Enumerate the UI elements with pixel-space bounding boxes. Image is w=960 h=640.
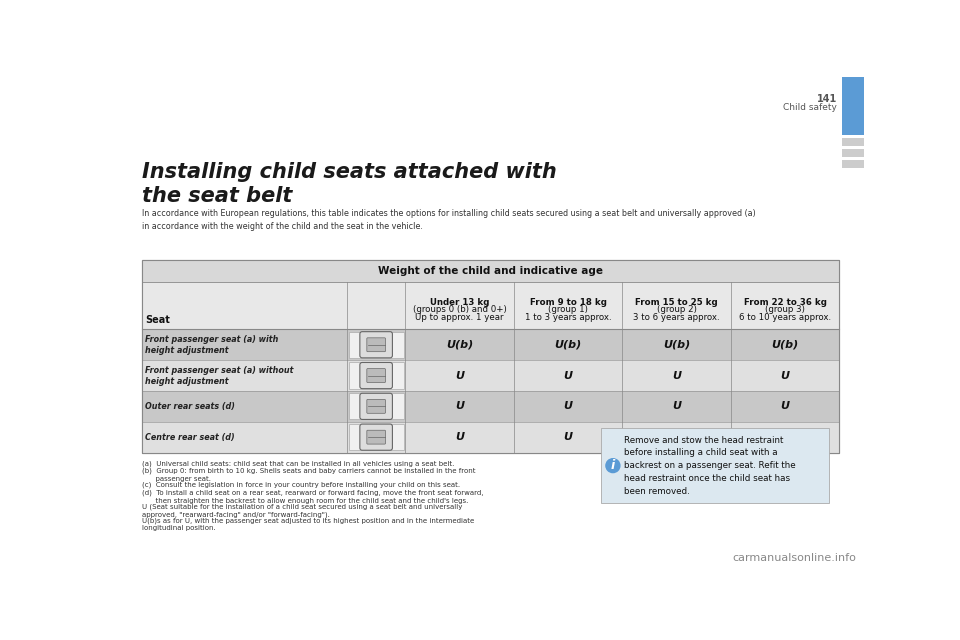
Text: (b)  Group 0: from birth to 10 kg. Shells seats and baby carriers cannot be inst: (b) Group 0: from birth to 10 kg. Shells… <box>142 468 475 482</box>
Text: Child safety: Child safety <box>783 103 837 112</box>
Text: U(b): U(b) <box>662 340 690 349</box>
Text: the seat belt: the seat belt <box>142 186 292 206</box>
Bar <box>142 260 839 452</box>
Bar <box>142 330 839 360</box>
Text: 6 to 10 years approx.: 6 to 10 years approx. <box>739 313 831 322</box>
FancyBboxPatch shape <box>360 393 393 419</box>
Text: U(b)s as for U, with the passenger seat adjusted to its highest position and in : U(b)s as for U, with the passenger seat … <box>142 517 474 531</box>
Text: U: U <box>564 371 572 381</box>
Text: U(b): U(b) <box>445 340 473 349</box>
Text: U: U <box>780 401 789 412</box>
Text: Seat: Seat <box>146 315 171 324</box>
Text: From 22 to 36 kg: From 22 to 36 kg <box>743 298 827 307</box>
Text: (group 2): (group 2) <box>657 305 696 314</box>
Text: (c)  Consult the legislation in force in your country before installing your chi: (c) Consult the legislation in force in … <box>142 482 460 488</box>
Text: U: U <box>672 432 681 442</box>
Text: Up to approx. 1 year: Up to approx. 1 year <box>415 313 504 322</box>
Text: U: U <box>780 371 789 381</box>
Bar <box>142 282 839 330</box>
FancyBboxPatch shape <box>367 430 385 444</box>
Text: U(b): U(b) <box>554 340 582 349</box>
Bar <box>601 428 829 504</box>
Text: U: U <box>780 432 789 442</box>
Text: U: U <box>672 401 681 412</box>
FancyBboxPatch shape <box>367 338 385 352</box>
Bar <box>142 360 839 391</box>
Text: U: U <box>564 401 572 412</box>
Text: U (Seat suitable for the installation of a child seat secured using a seat belt : U (Seat suitable for the installation of… <box>142 504 462 518</box>
Text: U: U <box>455 371 464 381</box>
Bar <box>142 260 839 282</box>
Circle shape <box>606 459 620 472</box>
Text: In accordance with European regulations, this table indicates the options for in: In accordance with European regulations,… <box>142 209 756 231</box>
Bar <box>842 77 864 134</box>
Text: 3 to 6 years approx.: 3 to 6 years approx. <box>634 313 720 322</box>
Text: U(b): U(b) <box>771 340 799 349</box>
Bar <box>842 149 864 157</box>
Text: 141: 141 <box>817 93 837 104</box>
Bar <box>142 260 839 452</box>
Text: i: i <box>611 459 615 472</box>
Text: U: U <box>455 401 464 412</box>
Text: Remove and stow the head restraint
before installing a child seat with a
backres: Remove and stow the head restraint befor… <box>624 436 796 496</box>
FancyBboxPatch shape <box>360 424 393 451</box>
FancyBboxPatch shape <box>367 399 385 413</box>
Text: U: U <box>455 432 464 442</box>
Text: Centre rear seat (d): Centre rear seat (d) <box>145 433 234 442</box>
Bar <box>142 422 839 452</box>
Text: Installing child seats attached with: Installing child seats attached with <box>142 161 557 182</box>
Bar <box>348 362 403 388</box>
Bar <box>348 393 403 419</box>
Text: Under 13 kg: Under 13 kg <box>430 298 490 307</box>
Text: (a)  Universal child seats: child seat that can be installed in all vehicles usi: (a) Universal child seats: child seat th… <box>142 460 454 467</box>
Text: 1 to 3 years approx.: 1 to 3 years approx. <box>524 313 612 322</box>
Text: From 15 to 25 kg: From 15 to 25 kg <box>636 298 718 307</box>
Text: Outer rear seats (d): Outer rear seats (d) <box>145 402 234 411</box>
Text: (groups 0 (b) and 0+): (groups 0 (b) and 0+) <box>413 305 506 314</box>
FancyBboxPatch shape <box>360 362 393 388</box>
FancyBboxPatch shape <box>360 332 393 358</box>
Text: (d)  To install a child seat on a rear seat, rearward or forward facing, move th: (d) To install a child seat on a rear se… <box>142 490 483 504</box>
Text: (group 1): (group 1) <box>548 305 588 314</box>
Text: U: U <box>564 432 572 442</box>
Bar <box>348 424 403 451</box>
Text: From 9 to 18 kg: From 9 to 18 kg <box>530 298 607 307</box>
Text: (group 3): (group 3) <box>765 305 804 314</box>
Text: Front passenger seat (a) with
height adjustment: Front passenger seat (a) with height adj… <box>145 335 278 355</box>
FancyBboxPatch shape <box>367 369 385 383</box>
Bar <box>842 160 864 168</box>
Text: U: U <box>672 371 681 381</box>
Bar <box>842 138 864 146</box>
Text: carmanualsonline.info: carmanualsonline.info <box>732 554 856 563</box>
Text: Weight of the child and indicative age: Weight of the child and indicative age <box>378 266 603 276</box>
Bar <box>142 391 839 422</box>
Text: Front passenger seat (a) without
height adjustment: Front passenger seat (a) without height … <box>145 365 294 386</box>
Bar <box>348 332 403 358</box>
